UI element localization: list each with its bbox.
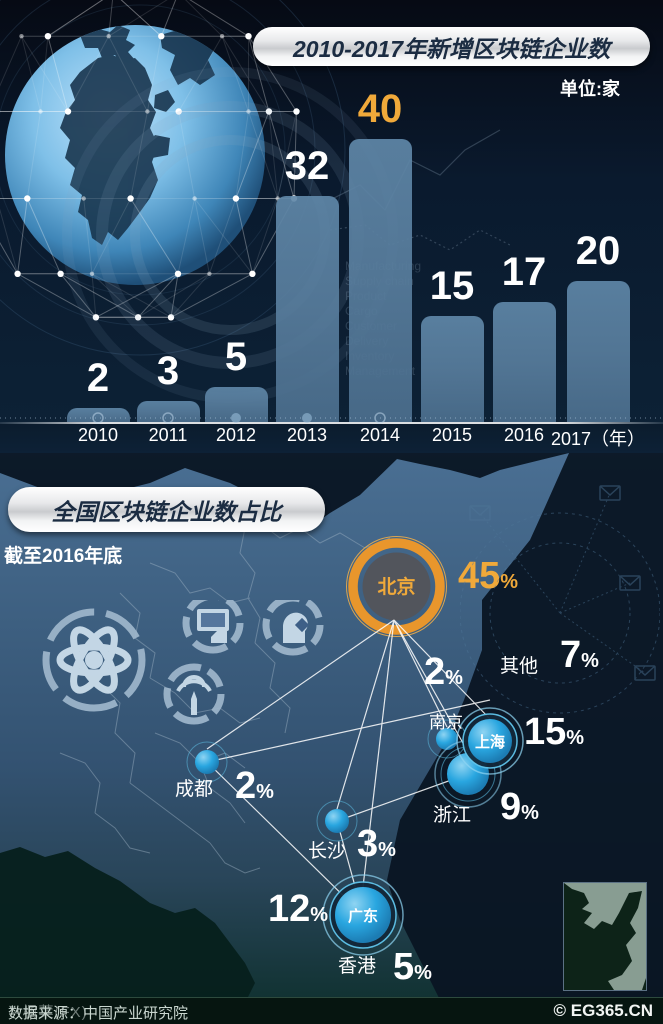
svg-text:北京: 北京 <box>377 575 415 598</box>
